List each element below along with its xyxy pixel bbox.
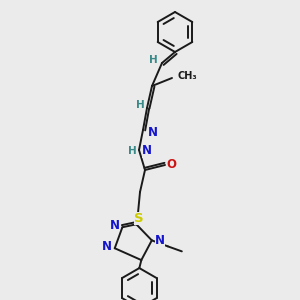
Text: N: N <box>142 145 152 158</box>
Text: N: N <box>148 125 158 139</box>
Text: N: N <box>110 219 119 232</box>
Text: H: H <box>136 100 144 110</box>
Text: S: S <box>134 212 144 224</box>
Text: H: H <box>128 146 136 156</box>
Text: CH₃: CH₃ <box>177 71 197 81</box>
Text: N: N <box>102 240 112 253</box>
Text: N: N <box>155 234 165 247</box>
Text: O: O <box>166 158 176 172</box>
Text: H: H <box>148 55 158 65</box>
